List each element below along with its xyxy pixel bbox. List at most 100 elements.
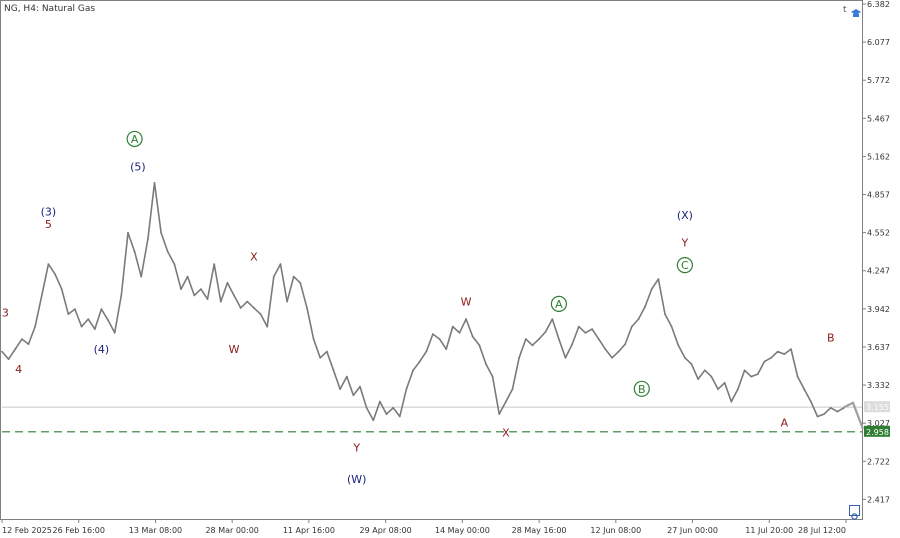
- price-point: [21, 338, 23, 340]
- price-point: [524, 338, 527, 340]
- price-point: [677, 344, 680, 347]
- price-point: [763, 360, 766, 363]
- price-point: [538, 338, 540, 340]
- price-point: [743, 369, 746, 372]
- wave-label: Y: [681, 237, 689, 250]
- price-point: [796, 375, 799, 378]
- support-badge-label: 2.958: [866, 428, 889, 437]
- price-point: [597, 338, 600, 340]
- y-tick-label: 4.247: [867, 267, 890, 276]
- chart-title: NG, H4: Natural Gas: [4, 4, 95, 14]
- price-point: [485, 363, 487, 365]
- wave-label: A: [555, 298, 563, 311]
- x-tick-label: 13 Mar 08:00: [129, 526, 182, 535]
- x-tick-label: 12 Feb 2025: [2, 526, 52, 535]
- y-tick-label: 2.417: [867, 495, 890, 504]
- price-point: [577, 325, 580, 328]
- price-point: [392, 406, 395, 409]
- price-point: [193, 294, 196, 297]
- x-tick-label: 26 Feb 16:00: [52, 526, 104, 535]
- price-point: [166, 250, 169, 253]
- price-series-line: [1, 182, 845, 422]
- price-point: [312, 338, 315, 340]
- price-point: [664, 313, 666, 315]
- price-point: [34, 325, 36, 328]
- wave-label: 4: [15, 363, 22, 376]
- wave-label: 3: [2, 307, 9, 320]
- price-point: [611, 356, 613, 359]
- y-tick-label: 4.552: [867, 229, 890, 238]
- price-badge: [864, 401, 890, 413]
- price-point: [770, 356, 772, 359]
- wave-label-circle: [550, 295, 568, 312]
- x-tick-label: 28 May 16:00: [512, 526, 567, 535]
- price-badge-label: 3.155: [866, 403, 889, 412]
- timeframe-t-button[interactable]: t: [843, 5, 847, 15]
- price-point: [67, 313, 70, 315]
- x-tick-label: 14 May 00:00: [435, 526, 490, 535]
- wave-label: Y: [352, 442, 360, 455]
- price-point: [299, 282, 302, 284]
- price-point: [319, 356, 322, 359]
- price-point: [697, 378, 699, 380]
- price-point: [564, 356, 567, 359]
- price-point: [345, 375, 348, 378]
- price-point: [200, 288, 202, 290]
- price-point: [7, 358, 10, 360]
- price-point: [584, 331, 587, 334]
- y-tick-label: 3.332: [867, 381, 890, 390]
- price-point: [272, 275, 275, 278]
- wave-label: X: [250, 250, 258, 263]
- y-tick-label: 5.162: [867, 152, 890, 161]
- price-point: [206, 298, 209, 300]
- price-point: [47, 263, 50, 265]
- price-point: [147, 238, 149, 241]
- price-point: [54, 273, 56, 275]
- price-point: [379, 400, 381, 403]
- price-point: [505, 400, 507, 403]
- price-point: [465, 318, 467, 320]
- x-tick-label: 27 Jun 00:00: [667, 526, 718, 535]
- price-point: [60, 288, 63, 290]
- price-point: [339, 388, 341, 390]
- price-point: [279, 263, 282, 265]
- price-point: [690, 363, 693, 365]
- price-point: [458, 331, 461, 334]
- price-point: [27, 343, 30, 345]
- price-point: [617, 350, 620, 353]
- price-point: [650, 288, 653, 290]
- price-point: [756, 373, 759, 375]
- price-point: [790, 348, 792, 350]
- price-point: [372, 419, 375, 422]
- price-point: [710, 375, 713, 378]
- price-point: [213, 263, 216, 265]
- price-point: [810, 400, 812, 403]
- price-point: [558, 338, 560, 340]
- price-point: [451, 325, 454, 328]
- price-point: [750, 375, 753, 378]
- wave-label-circle: [633, 380, 650, 397]
- wave-label: A: [131, 133, 139, 146]
- price-point: [127, 232, 129, 234]
- price-point: [703, 369, 706, 372]
- x-tick-label: 11 Apr 16:00: [283, 526, 335, 535]
- price-point: [471, 335, 474, 338]
- cap-icon[interactable]: [850, 5, 862, 17]
- price-point: [630, 325, 633, 328]
- price-point: [836, 410, 839, 413]
- price-point: [140, 275, 143, 278]
- price-point: [226, 282, 229, 284]
- wave-label-circle: [126, 130, 143, 148]
- price-point: [385, 413, 388, 415]
- price-point: [398, 415, 401, 418]
- wave-label: W: [229, 343, 240, 356]
- wave-label: A: [781, 417, 789, 430]
- chart-settings-icon[interactable]: [849, 505, 860, 520]
- price-point: [40, 294, 43, 297]
- price-point: [239, 307, 242, 309]
- price-point: [74, 308, 76, 310]
- price-point: [730, 400, 733, 403]
- price-point: [657, 278, 660, 280]
- price-point: [359, 385, 361, 388]
